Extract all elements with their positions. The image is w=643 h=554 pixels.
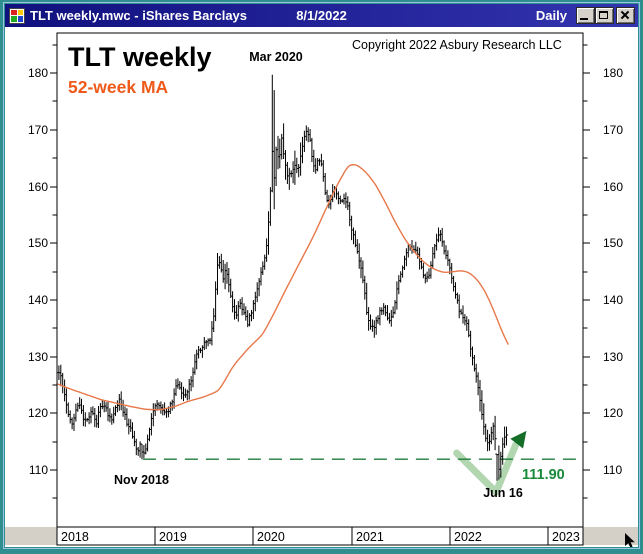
window-controls [577,8,634,23]
annotation-jun-16: Jun 16 [483,486,523,500]
x-axis-band: 2018 2019 2020 2021 2022 2023 [56,526,584,546]
copyright-text: Copyright 2022 Asbury Research LLC [352,38,562,52]
app-icon-cell [11,9,17,15]
bounce-arrow [453,430,527,496]
ma-legend-label: 52-week MA [68,77,169,97]
chart-title: TLT weekly [68,42,212,72]
ohlc-bars [57,74,509,481]
minimize-icon [580,18,588,20]
weekly-price-bars [57,74,509,481]
y-axis-label-right: 150 [603,236,623,250]
close-icon [620,10,630,20]
y-axis-label-right: 170 [603,123,623,137]
window-title: TLT weekly.mwc - iShares Barclays [30,8,248,23]
y-axis-label-right: 130 [603,350,623,364]
year-band [56,526,584,546]
y-axis: 110 110 120 120 130 130 140 140 150 150 160 160 170 1… [28,44,623,499]
y-axis-label-right: 160 [603,180,623,194]
maximize-button[interactable] [596,8,613,23]
price-chart: 110 110 120 120 130 130 140 140 150 150 160 160 170 1… [5,32,638,548]
y-axis-label-right: 140 [603,293,623,307]
titlebar-date: 8/1/2022 [296,8,347,23]
year-label: 2022 [454,530,482,544]
year-label: 2020 [257,530,285,544]
year-label: 2019 [159,530,187,544]
y-axis-label-left: 120 [28,406,48,420]
chart-area: 110 110 120 120 130 130 140 140 150 150 160 160 170 1… [5,27,638,548]
axis-corner-right [583,527,638,545]
titlebar-periodicity: Daily [535,8,567,23]
y-axis-label-left: 130 [28,350,48,364]
support-price-label: 111.90 [522,467,565,483]
app-icon-cell [17,9,23,15]
y-axis-label-right: 120 [603,406,623,420]
titlebar[interactable]: TLT weekly.mwc - iShares Barclays 8/1/20… [5,4,638,27]
axis-corner-left [5,527,57,545]
bounce-arrow-head [510,430,527,449]
ma-line-path [56,163,509,411]
y-axis-label-left: 180 [28,66,48,80]
y-axis-label-left: 150 [28,236,48,250]
maximize-icon [599,11,608,19]
app-icon-cell [17,16,23,22]
close-button[interactable] [617,8,634,23]
annotation-mar-2020: Mar 2020 [249,50,303,64]
y-axis-label-left: 110 [29,463,48,477]
year-label: 2021 [356,530,384,544]
y-axis-label-left: 170 [28,123,48,137]
bounce-arrow-shaft [453,441,520,496]
moving-average-line [56,163,509,411]
mouse-cursor-icon [625,533,635,548]
minimize-button[interactable] [577,8,594,23]
app-icon-cell [11,16,17,22]
y-axis-label-right: 180 [603,66,623,80]
annotation-nov-2018: Nov 2018 [114,473,169,487]
app-icon [9,7,25,24]
year-label: 2018 [61,530,89,544]
y-axis-label-left: 160 [28,180,48,194]
y-axis-label-right: 110 [603,463,622,477]
year-label: 2023 [552,530,580,544]
y-axis-label-left: 140 [28,293,48,307]
